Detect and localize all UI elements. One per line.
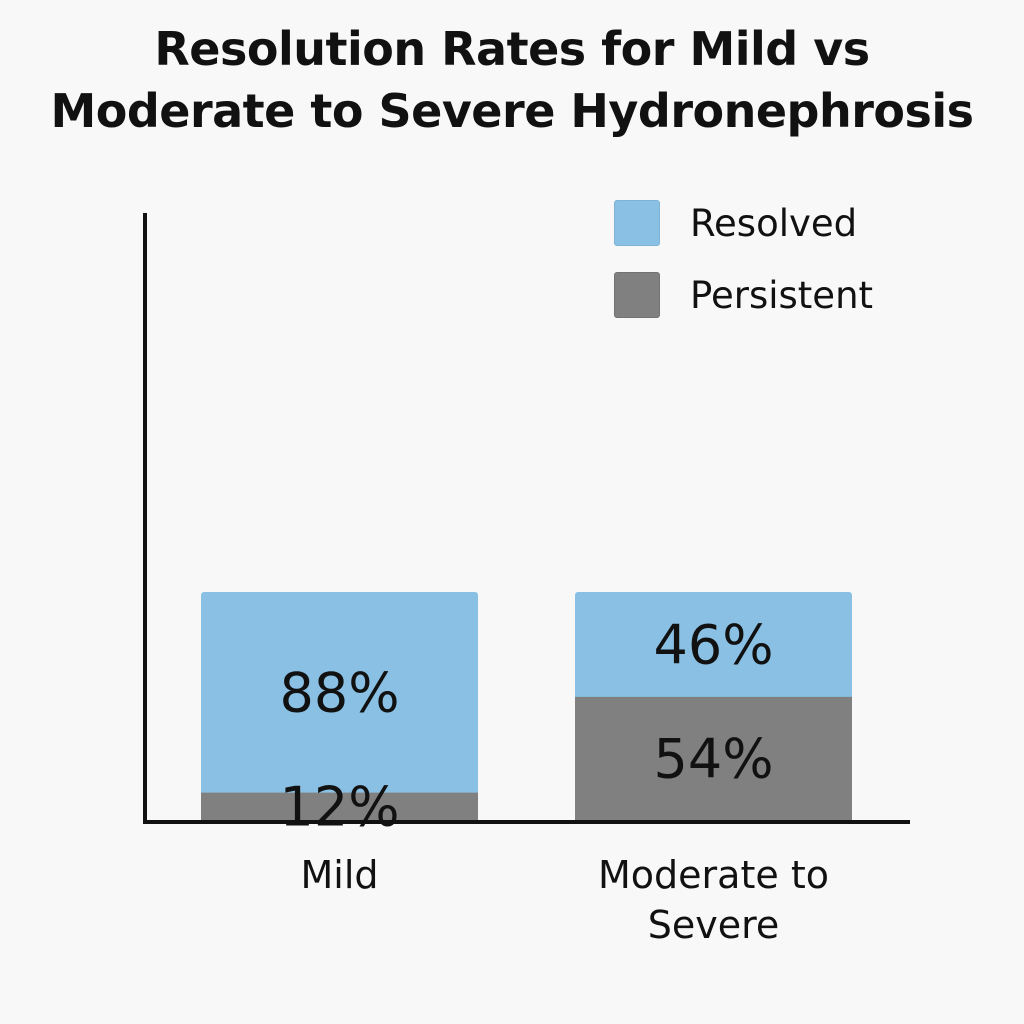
legend-label-persistent: Persistent: [690, 273, 874, 317]
chart-title-line-2: Moderate to Severe Hydronephrosis: [50, 84, 974, 138]
chart-legend: Resolved Persistent: [614, 200, 873, 344]
legend-item-persistent: Persistent: [614, 272, 873, 318]
bar-resolved-mild: [201, 592, 478, 797]
data-label-resolved-mild: 88%: [279, 661, 399, 724]
category-label-moderate-line-1: Moderate to: [598, 853, 829, 897]
legend-label-resolved: Resolved: [690, 201, 858, 245]
category-label-moderate-line-2: Severe: [647, 903, 780, 947]
category-label-mild: Mild: [170, 850, 510, 900]
data-label-resolved-moderate-to-severe: 46%: [653, 613, 773, 676]
data-label-persistent-moderate-to-severe: 54%: [653, 727, 773, 790]
bar-resolved-moderate-to-severe: [575, 592, 852, 701]
category-label-mild-line-1: Mild: [300, 853, 379, 897]
legend-swatch-persistent: [614, 272, 660, 318]
chart-title-line-1: Resolution Rates for Mild vs: [154, 22, 870, 76]
bar-persistent-mild: [201, 792, 478, 820]
category-label-moderate-to-severe: Moderate to Severe: [544, 850, 884, 950]
bar-persistent-moderate-to-severe: [575, 696, 852, 820]
chart-title: Resolution Rates for Mild vs Moderate to…: [0, 18, 1024, 142]
legend-item-resolved: Resolved: [614, 200, 873, 246]
data-label-persistent-mild: 12%: [279, 775, 399, 838]
legend-swatch-resolved: [614, 200, 660, 246]
